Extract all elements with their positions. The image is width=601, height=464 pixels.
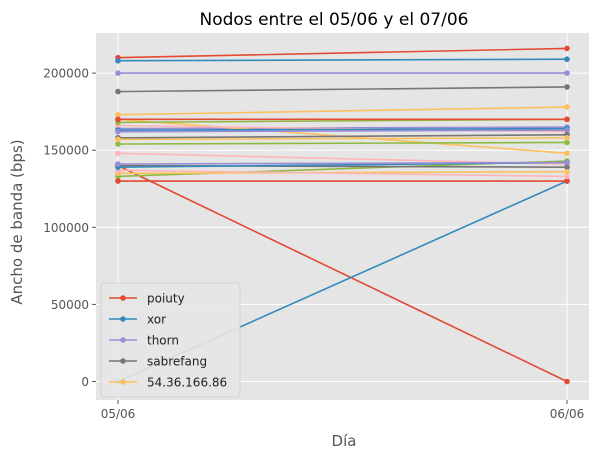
x-tick-label: 06/06 bbox=[550, 407, 585, 421]
data-point bbox=[115, 178, 121, 184]
y-tick-label: 0 bbox=[81, 375, 89, 389]
data-point bbox=[564, 116, 570, 123]
data-point bbox=[564, 84, 570, 90]
data-point bbox=[564, 135, 570, 141]
series-thorn bbox=[115, 70, 570, 76]
data-point bbox=[564, 127, 570, 133]
y-tick-label: 200000 bbox=[43, 67, 89, 81]
data-point bbox=[564, 70, 570, 76]
series-sabrefang bbox=[115, 84, 570, 95]
data-point bbox=[115, 141, 121, 147]
series-14 bbox=[115, 178, 570, 184]
data-point bbox=[564, 45, 570, 52]
data-point bbox=[115, 150, 121, 157]
data-point bbox=[564, 378, 570, 385]
legend-box bbox=[100, 282, 241, 398]
series-line bbox=[117, 106, 568, 116]
data-point bbox=[564, 159, 570, 166]
data-point bbox=[564, 139, 570, 146]
legend-label: sabrefang bbox=[147, 355, 207, 369]
data-point bbox=[115, 111, 121, 118]
x-axis-label: Día bbox=[332, 432, 357, 450]
y-tick-label: 50000 bbox=[51, 298, 89, 312]
data-point bbox=[115, 57, 121, 64]
chart-title: Nodos entre el 05/06 y el 07/06 bbox=[200, 10, 469, 30]
data-point bbox=[564, 178, 570, 184]
legend-marker bbox=[120, 379, 126, 385]
y-axis-label: Ancho de banda (bps) bbox=[8, 139, 26, 304]
data-point bbox=[564, 164, 570, 170]
series-line bbox=[117, 86, 568, 93]
ticks-layer: 0 50000 100000 150000 200000 05/06 06/06 bbox=[43, 67, 584, 421]
data-point bbox=[564, 150, 570, 157]
legend-label: 54.36.166.86 bbox=[147, 376, 227, 390]
series-line bbox=[117, 169, 568, 178]
series-24 bbox=[115, 135, 570, 143]
data-point bbox=[564, 104, 570, 110]
legend-label: thorn bbox=[147, 334, 179, 348]
data-point bbox=[564, 168, 570, 175]
legend-label: xor bbox=[147, 313, 166, 327]
data-point bbox=[115, 128, 121, 135]
data-point bbox=[564, 173, 570, 180]
legend-label: poiuty bbox=[147, 292, 185, 306]
data-point bbox=[115, 161, 121, 167]
series-54-36-166-86 bbox=[115, 104, 570, 118]
legend-marker bbox=[120, 337, 126, 343]
legend-marker bbox=[120, 358, 126, 364]
series-line bbox=[117, 141, 568, 145]
series-line bbox=[117, 129, 568, 133]
x-tick-label: 05/06 bbox=[101, 407, 136, 421]
data-point bbox=[115, 136, 121, 143]
data-point bbox=[115, 70, 121, 76]
legend: poiuty xor thorn sabrefang 54.36.166.86 bbox=[100, 282, 241, 398]
series-line bbox=[117, 58, 568, 62]
series-16 bbox=[115, 127, 570, 135]
data-point bbox=[564, 56, 570, 63]
y-tick-label: 150000 bbox=[43, 144, 89, 158]
series-layer bbox=[115, 45, 570, 385]
series-line bbox=[117, 133, 568, 139]
y-tick-label: 100000 bbox=[43, 221, 89, 235]
series-23 bbox=[115, 159, 570, 167]
series-8 bbox=[115, 56, 570, 64]
series-line bbox=[117, 47, 568, 59]
data-point bbox=[115, 116, 121, 123]
series-line bbox=[117, 161, 568, 165]
series-12 bbox=[115, 139, 570, 147]
series-line bbox=[117, 137, 568, 141]
legend-marker bbox=[120, 295, 126, 301]
series-21 bbox=[115, 116, 570, 123]
series-line bbox=[117, 127, 568, 131]
series-line bbox=[117, 164, 568, 383]
data-point bbox=[115, 88, 121, 95]
legend-marker bbox=[120, 316, 126, 322]
